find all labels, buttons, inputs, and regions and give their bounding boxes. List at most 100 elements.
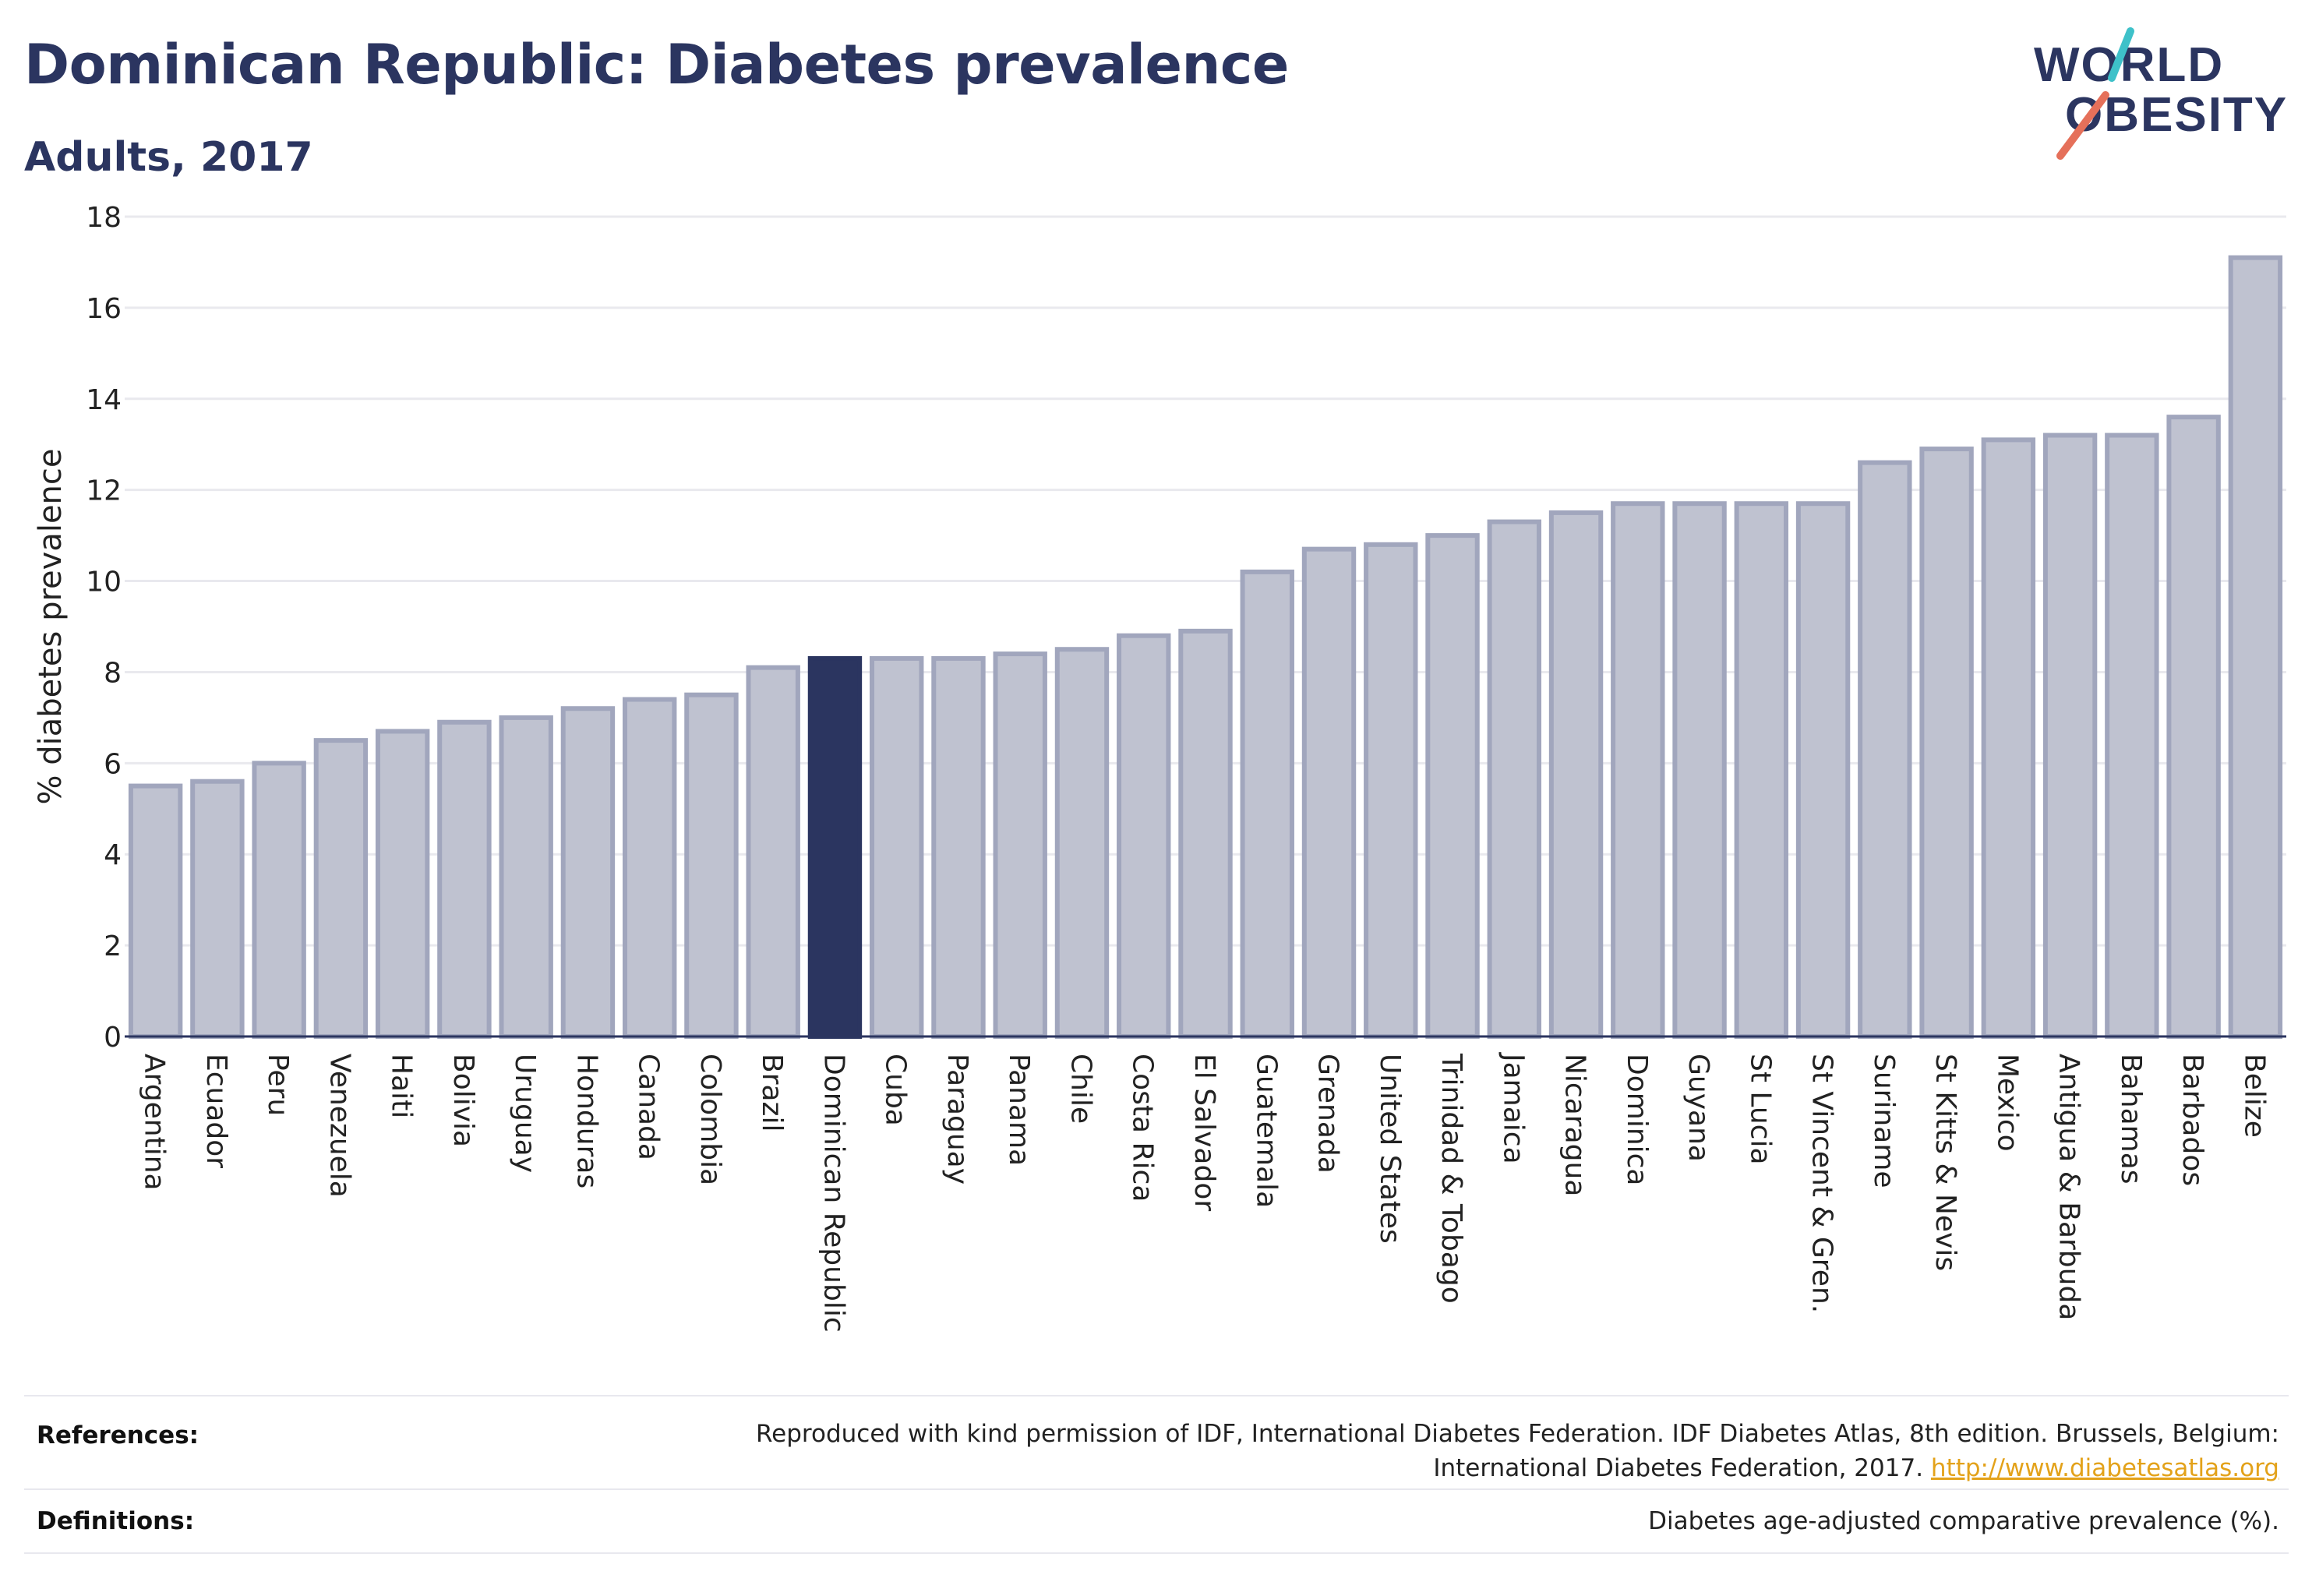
x-tick-label: Haiti — [386, 1054, 418, 1118]
x-tick-label: Guyana — [1682, 1054, 1714, 1162]
world-obesity-logo: WORLD OBESITY — [2034, 23, 2291, 164]
x-tick-label: Canada — [633, 1054, 665, 1160]
x-tick-label: Honduras — [570, 1054, 602, 1188]
x-tick-label: Dominican Republic — [817, 1054, 849, 1333]
y-axis-ticks: 0 2 4 6 8 10 12 14 16 18 — [86, 202, 122, 1054]
references-line-1: Reproduced with kind permission of IDF, … — [756, 1420, 2279, 1448]
chart-title: Dominican Republic: Diabetes prevalence — [24, 33, 1289, 97]
x-tick-label: Cuba — [880, 1054, 912, 1126]
bar — [1795, 501, 1851, 1039]
y-tick-label: 0 — [104, 1022, 122, 1054]
x-tick-label: Venezuela — [323, 1054, 355, 1198]
x-tick-label: Colombia — [694, 1054, 726, 1185]
y-tick-label: 2 — [104, 930, 122, 962]
x-tick-label: Uruguay — [509, 1054, 541, 1173]
x-tick-label: Ecuador — [200, 1054, 232, 1168]
bar — [870, 655, 924, 1040]
y-tick-label: 16 — [86, 293, 122, 325]
bar — [622, 697, 677, 1039]
x-tick-label: Barbados — [2176, 1054, 2208, 1186]
bar — [128, 783, 183, 1039]
y-tick-label: 4 — [104, 839, 122, 871]
y-tick-label: 12 — [86, 475, 122, 507]
x-tick-label: Argentina — [139, 1054, 171, 1191]
chart-footer: References: Reproduced with kind permiss… — [24, 1395, 2289, 1554]
x-tick-label: Jamaica — [1497, 1052, 1529, 1164]
x-tick-label: El Salvador — [1188, 1054, 1220, 1211]
bar — [1240, 569, 1294, 1040]
x-tick-label: Dominica — [1621, 1054, 1653, 1186]
bar — [2105, 433, 2159, 1039]
bar — [375, 729, 430, 1040]
bar — [2228, 255, 2283, 1040]
x-tick-label: Mexico — [1991, 1054, 2023, 1152]
x-tick-label: Panama — [1003, 1054, 1035, 1166]
references-row: References: Reproduced with kind permiss… — [24, 1395, 2289, 1488]
bar — [190, 779, 245, 1039]
references-line-2: International Diabetes Federation, 2017.… — [24, 1451, 2279, 1485]
bar — [313, 738, 369, 1039]
bar — [931, 655, 986, 1040]
references-label: References: — [37, 1421, 199, 1449]
x-tick-label: United States — [1374, 1054, 1406, 1244]
bar — [2042, 433, 2098, 1039]
bar — [1487, 519, 1541, 1040]
x-tick-label: Suriname — [1868, 1054, 1900, 1188]
references-link[interactable]: http://www.diabetesatlas.org — [1930, 1454, 2279, 1482]
x-tick-label: Guatemala — [1250, 1054, 1282, 1208]
bar — [1054, 647, 1110, 1039]
x-tick-label: Grenada — [1312, 1054, 1344, 1174]
bar — [1425, 533, 1480, 1040]
bar — [993, 651, 1047, 1039]
x-tick-label: Trinidad & Tobago — [1435, 1053, 1467, 1304]
bar — [746, 665, 800, 1039]
y-tick-label: 6 — [104, 748, 122, 780]
x-tick-label: St Kitts & Nevis — [1929, 1054, 1961, 1271]
x-tick-label: Belize — [2238, 1054, 2270, 1138]
x-tick-label: Costa Rica — [1127, 1054, 1159, 1202]
x-tick-label: Bahamas — [2115, 1054, 2147, 1185]
x-tick-label: Bolivia — [447, 1054, 479, 1147]
bar — [1178, 628, 1233, 1039]
bar — [560, 706, 616, 1039]
x-tick-label: Peru — [262, 1054, 294, 1116]
definitions-label: Definitions: — [37, 1507, 195, 1535]
chart-subtitle: Adults, 2017 — [24, 134, 313, 181]
x-tick-label: St Lucia — [1744, 1054, 1776, 1165]
x-tick-label: Paraguay — [941, 1054, 973, 1185]
definitions-row: Definitions: Diabetes age-adjusted compa… — [24, 1488, 2289, 1554]
references-text: Reproduced with kind permission of IDF, … — [24, 1396, 2289, 1485]
bar — [1672, 501, 1727, 1039]
bar — [1548, 510, 1604, 1039]
bar — [684, 692, 739, 1040]
bar — [1364, 542, 1418, 1039]
x-tick-label: Antigua & Barbuda — [2053, 1054, 2085, 1320]
x-tick-label: Nicaragua — [1559, 1054, 1591, 1196]
x-tick-label: Chile — [1064, 1054, 1096, 1124]
logo-slash-icon — [2056, 27, 2134, 160]
y-tick-label: 8 — [104, 657, 122, 689]
bar — [1734, 501, 1789, 1039]
bar — [1611, 501, 1665, 1039]
y-tick-label: 14 — [86, 384, 122, 416]
y-axis-label: % diabetes prevalence — [33, 448, 69, 804]
bar-highlight — [807, 655, 863, 1040]
bar — [252, 761, 306, 1039]
bar — [437, 719, 492, 1039]
bar — [499, 715, 553, 1040]
bar-chart: 0 2 4 6 8 10 12 14 16 18 % diabetes prevalence Ar… — [33, 202, 2286, 1333]
x-tick-label: Brazil — [756, 1054, 788, 1132]
y-tick-label: 18 — [86, 202, 122, 234]
bar — [1919, 447, 1974, 1040]
definitions-text: Diabetes age-adjusted comparative preval… — [1648, 1507, 2279, 1535]
bar — [1858, 460, 1912, 1040]
x-tick-label: St Vincent & Gren. — [1806, 1054, 1838, 1313]
bar — [1301, 546, 1357, 1039]
y-tick-label: 10 — [86, 567, 122, 598]
bars — [128, 255, 2283, 1040]
references-publisher: International Diabetes Federation, 2017. — [1433, 1454, 1924, 1482]
x-axis-ticks: Argentina Ecuador Peru Venezuela Haiti Bolivi… — [139, 1052, 2271, 1333]
bar — [1117, 633, 1171, 1039]
bar — [2166, 415, 2221, 1039]
bar — [1981, 437, 2036, 1039]
